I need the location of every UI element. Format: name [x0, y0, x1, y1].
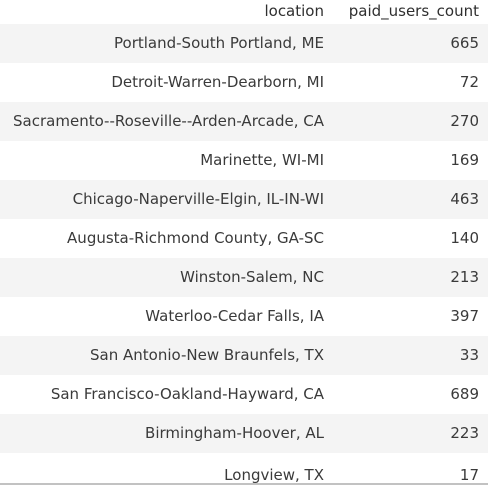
table-body: Portland-South Portland, ME 665 Detroit-… — [0, 24, 488, 487]
location-cell: Winston-Salem, NC — [0, 258, 332, 297]
table-row: Waterloo-Cedar Falls, IA 397 — [0, 297, 488, 336]
location-cell: San Francisco-Oakland-Hayward, CA — [0, 375, 332, 414]
paid-users-count-cell: 169 — [332, 141, 488, 180]
table-row: Winston-Salem, NC 213 — [0, 258, 488, 297]
paid-users-count-cell: 17 — [332, 453, 488, 487]
paid-users-count-cell: 270 — [332, 102, 488, 141]
location-cell: Augusta-Richmond County, GA-SC — [0, 219, 332, 258]
location-cell: Portland-South Portland, ME — [0, 24, 332, 63]
location-cell: San Antonio-New Braunfels, TX — [0, 336, 332, 375]
paid-users-count-cell: 140 — [332, 219, 488, 258]
paid-users-count-cell: 689 — [332, 375, 488, 414]
location-cell: Chicago-Naperville-Elgin, IL-IN-WI — [0, 180, 332, 219]
location-cell: Birmingham-Hoover, AL — [0, 414, 332, 453]
horizontal-scrollbar[interactable] — [0, 483, 488, 485]
scrollbar-thumb[interactable] — [0, 483, 488, 485]
paid-users-count-cell: 397 — [332, 297, 488, 336]
column-header-paid-users-count: paid_users_count — [348, 2, 479, 20]
paid-users-count-cell: 213 — [332, 258, 488, 297]
table-row: Augusta-Richmond County, GA-SC 140 — [0, 219, 488, 258]
paid-users-count-cell: 665 — [332, 24, 488, 63]
location-cell: Waterloo-Cedar Falls, IA — [0, 297, 332, 336]
location-cell: Detroit-Warren-Dearborn, MI — [0, 63, 332, 102]
table-header: location paid_users_count — [0, 0, 488, 24]
paid-users-count-cell: 463 — [332, 180, 488, 219]
location-cell: Longview, TX — [0, 453, 332, 487]
table-row: Chicago-Naperville-Elgin, IL-IN-WI 463 — [0, 180, 488, 219]
paid-users-count-cell: 223 — [332, 414, 488, 453]
table-row: San Antonio-New Braunfels, TX 33 — [0, 336, 488, 375]
table-row: Longview, TX 17 — [0, 453, 488, 487]
header-row: location paid_users_count — [0, 0, 488, 24]
table-row: Birmingham-Hoover, AL 223 — [0, 414, 488, 453]
table-row: Portland-South Portland, ME 665 — [0, 24, 488, 63]
location-cell: Sacramento--Roseville--Arden-Arcade, CA — [0, 102, 332, 141]
table-row: Marinette, WI-MI 169 — [0, 141, 488, 180]
table-row: San Francisco-Oakland-Hayward, CA 689 — [0, 375, 488, 414]
paid-users-count-cell: 72 — [332, 63, 488, 102]
paid-users-count-cell: 33 — [332, 336, 488, 375]
column-header-location: location — [264, 2, 324, 20]
table-row: Sacramento--Roseville--Arden-Arcade, CA … — [0, 102, 488, 141]
table-row: Detroit-Warren-Dearborn, MI 72 — [0, 63, 488, 102]
location-cell: Marinette, WI-MI — [0, 141, 332, 180]
